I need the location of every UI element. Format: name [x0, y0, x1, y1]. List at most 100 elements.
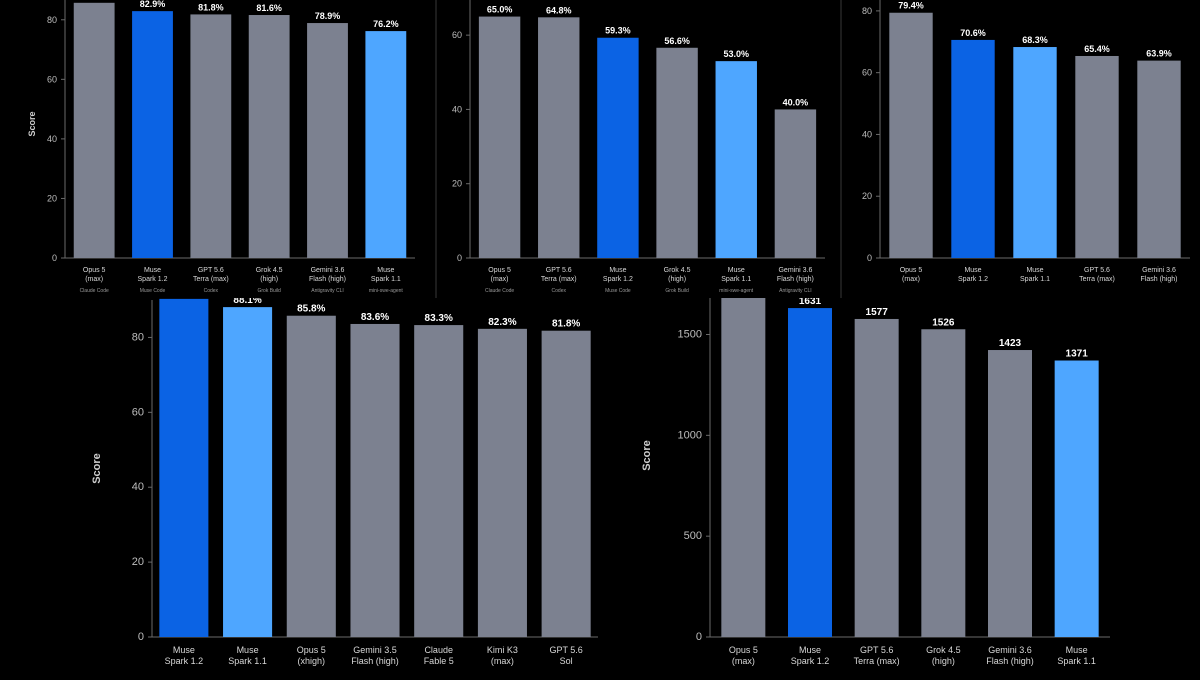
x-tick-label: (high) [260, 276, 278, 283]
x-tick-label: Flash (high) [351, 656, 399, 666]
bar [1075, 55, 1119, 259]
x-tick-label: Terra (max) [541, 276, 577, 283]
bar [286, 315, 336, 637]
x-tick-label: (high) [932, 656, 955, 666]
bar-value-label: 64.8% [546, 5, 572, 15]
x-tick-label: (xhigh) [298, 656, 326, 666]
x-tick-label: Grok 4.5 [256, 267, 283, 274]
bar-value-label: 85.7% [81, 0, 107, 1]
x-tick-label: Spark 1.2 [791, 656, 830, 666]
x-tick-label: Sol [560, 656, 573, 666]
y-tick-label: 20 [47, 193, 57, 203]
bar-chart: 020406080Score79.4%Opus 5(max)70.6%MuseS… [815, 0, 1190, 283]
bar [1137, 60, 1181, 259]
y-tick-label: 1500 [678, 329, 702, 341]
bar [350, 323, 400, 637]
x-tick-label: Spark 1.1 [228, 656, 267, 666]
x-tick-label: GPT 5.6 [860, 645, 893, 655]
x-tick-label: (max) [732, 656, 755, 666]
y-tick-label: 60 [452, 30, 462, 40]
x-tick-label: Gemini 3.6 [311, 267, 345, 274]
x-tick-label: Muse [144, 267, 161, 274]
bar-chart: 0 20 40 60 80 Score 85.7% Opus 5 (max) Claude Cod… [27, 0, 415, 294]
x-tick-sublabel: mini-swe-agent [369, 288, 404, 294]
chart-panel-bottom-right: 0 500 1000 1500 Score Opus 5 (max) 1631 Muse Spar… [630, 265, 1150, 675]
x-tick-label: Opus 5 [729, 645, 758, 655]
x-tick-label: GPT 5.6 [549, 645, 582, 655]
y-tick-label: 20 [132, 556, 144, 568]
bar [774, 109, 817, 258]
bar [538, 17, 580, 258]
y-axis-title: Score [641, 440, 653, 471]
bar-value-label: 76.2% [373, 19, 399, 29]
bar-value-label: 83.3% [425, 313, 453, 324]
bar-value-label: 88.1% [233, 298, 261, 306]
bar [414, 325, 464, 637]
x-tick-label: Spark 1.2 [958, 276, 988, 283]
bar [132, 11, 173, 258]
bar [721, 265, 766, 637]
y-tick-label: 80 [132, 331, 144, 343]
x-tick-label: Gemini 3.6 [1142, 267, 1176, 274]
bar-value-label: 1577 [866, 307, 889, 318]
x-tick-label: Muse [237, 645, 259, 655]
y-tick-label: 60 [47, 74, 57, 84]
bar [478, 16, 521, 259]
bar-value-label: 79.4% [898, 1, 924, 11]
x-tick-sublabel: Antigravity CLI [311, 288, 344, 294]
x-tick-label: Kimi K3 [487, 645, 518, 655]
y-tick-label: 20 [452, 179, 462, 189]
bar [1013, 47, 1057, 259]
bar [223, 307, 273, 637]
bar [988, 350, 1032, 637]
y-tick-label: 80 [47, 15, 57, 25]
y-tick-label: 40 [452, 104, 462, 114]
x-tick-label: Claude [424, 645, 453, 655]
x-tick-sublabel: Claude Code [80, 288, 109, 294]
x-tick-label: Muse [964, 267, 981, 274]
x-tick-sublabel: Grok Build [257, 288, 281, 294]
y-tick-label: 0 [457, 253, 462, 263]
bar-value-label: 81.6% [256, 3, 282, 13]
bar-value-label: 1526 [932, 317, 955, 328]
y-tick-label: 0 [52, 253, 57, 263]
bar [788, 308, 832, 637]
bar-value-label: 40.0% [783, 97, 809, 107]
x-tick-label: Gemini 3.6 [778, 267, 812, 274]
x-tick-label: GPT 5.6 [546, 267, 572, 274]
x-tick-label: (max) [85, 276, 103, 283]
x-tick-label: (max) [902, 276, 920, 283]
y-tick-label: 0 [867, 253, 872, 263]
bar [597, 37, 639, 258]
bar [921, 329, 966, 637]
y-axis-title: Score [27, 111, 37, 136]
bar-value-label: 1423 [999, 338, 1022, 349]
x-tick-label: GPT 5.6 [1084, 267, 1110, 274]
y-tick-label: 500 [684, 530, 702, 542]
chart-panel-top-middle: 0204060Score65.0%Opus 5(max)Claude Code6… [422, 0, 835, 298]
x-tick-sublabel: Antigravity CLI [779, 288, 812, 294]
x-tick-label: Spark 1.1 [1057, 656, 1096, 666]
x-tick-label: Spark 1.2 [165, 656, 204, 666]
x-tick-label: Flash (high) [777, 276, 814, 283]
y-tick-label: 40 [862, 129, 872, 139]
y-tick-label: 60 [862, 68, 872, 78]
bar [854, 318, 899, 637]
bar [951, 39, 995, 259]
x-tick-label: (max) [491, 276, 509, 283]
x-tick-label: Muse [728, 267, 745, 274]
bar-value-label: 81.8% [552, 319, 580, 330]
bar [541, 330, 591, 637]
y-tick-label: 20 [862, 191, 872, 201]
y-tick-label: 80 [862, 6, 872, 16]
x-tick-label: Spark 1.1 [721, 276, 751, 283]
y-tick-label: 0 [138, 631, 144, 643]
chart-panel-top-right: 020406080Score79.4%Opus 5(max)70.6%MuseS… [815, 0, 1200, 298]
bar-value-label: 82.3% [488, 317, 516, 328]
bar-value-label: 1371 [1066, 349, 1089, 360]
bar [248, 15, 290, 258]
y-tick-label: 0 [696, 631, 702, 643]
x-tick-label: Spark 1.2 [603, 276, 633, 283]
